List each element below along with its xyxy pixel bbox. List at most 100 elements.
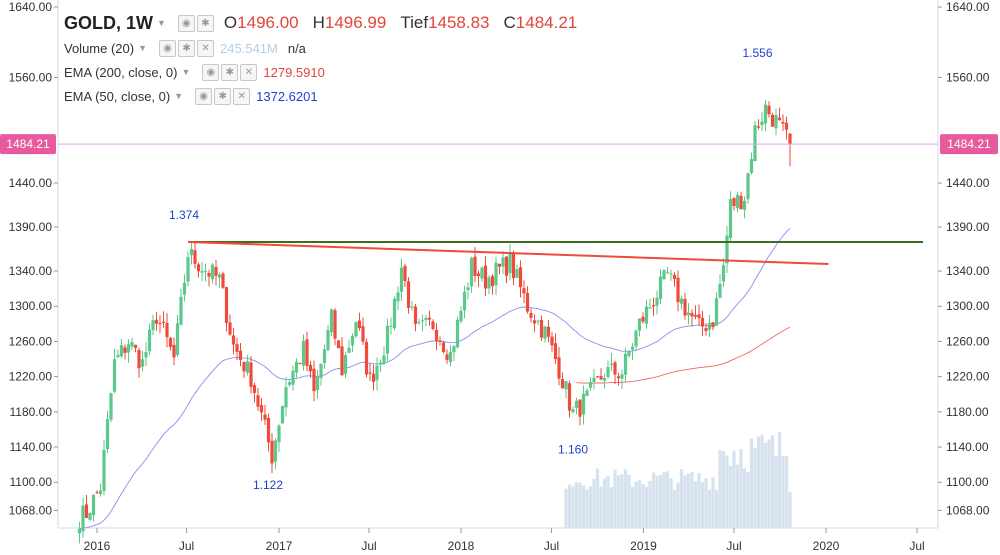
y-tick-label-right: 1340.00: [946, 264, 990, 278]
candle: [494, 256, 498, 296]
candle-body: [98, 490, 103, 495]
candle-body: [308, 364, 313, 372]
candle: [742, 196, 747, 219]
volume-bar: [564, 488, 568, 528]
candle: [676, 270, 680, 312]
candle-body: [336, 340, 341, 349]
legend-ema200-row: EMA (200, close, 0) ▼ ◉ ✱ ✕ 1279.5910: [64, 60, 587, 84]
candle-body: [326, 330, 330, 350]
x-tick-label: 2016: [84, 539, 111, 553]
candle-body: [385, 325, 390, 354]
candle-body: [140, 359, 145, 367]
candle: [522, 280, 526, 304]
y-tick-label-right: 1390.00: [946, 220, 990, 234]
volume-bar: [683, 475, 687, 528]
candle: [116, 349, 120, 359]
visibility-icon[interactable]: ◉: [159, 39, 177, 57]
candle-body: [95, 492, 99, 494]
candle: [312, 360, 316, 402]
ema200-label[interactable]: EMA (200, close, 0): [64, 64, 178, 80]
candle-body: [368, 372, 372, 374]
candle: [123, 344, 127, 360]
candle-body: [417, 321, 421, 323]
candle-body: [210, 264, 215, 280]
candle: [382, 346, 386, 366]
candle: [263, 404, 267, 426]
chart-legend: GOLD, 1W ▼ ◉ ✱ O 1496.00 H 1496.99 Tief 145…: [64, 10, 587, 108]
y-tick-label-right: 1260.00: [946, 334, 990, 348]
candle-body: [109, 393, 113, 420]
candle: [728, 191, 733, 242]
candle-body: [427, 317, 432, 320]
ema50-dropdown-icon[interactable]: ▼: [174, 91, 184, 101]
candle-body: [529, 312, 533, 318]
volume-bar: [616, 475, 621, 528]
candle: [84, 494, 89, 519]
settings-icon[interactable]: ✱: [221, 63, 239, 81]
candle-body: [637, 318, 642, 331]
close-icon[interactable]: ✕: [240, 63, 258, 81]
settings-icon[interactable]: ✱: [178, 39, 196, 57]
candle-body: [256, 395, 260, 407]
visibility-icon[interactable]: ◉: [202, 63, 220, 81]
candle: [434, 323, 439, 351]
close-icon[interactable]: ✕: [233, 87, 251, 105]
volume-bar: [721, 450, 726, 528]
candle: [560, 372, 565, 389]
candle: [231, 327, 236, 355]
candle-body: [266, 418, 271, 443]
candle-body: [539, 320, 544, 338]
candle: [371, 364, 376, 391]
volume-label[interactable]: Volume (20): [64, 40, 135, 56]
candle: [203, 263, 208, 282]
candle: [228, 314, 232, 336]
candle-body: [161, 321, 166, 323]
candle-body: [571, 409, 575, 413]
candle: [644, 299, 649, 329]
candle-body: [340, 346, 344, 376]
candle-body: [102, 450, 106, 491]
symbol-dropdown-icon[interactable]: ▼: [157, 18, 166, 28]
visibility-icon[interactable]: ◉: [177, 14, 195, 32]
settings-icon[interactable]: ✱: [214, 87, 232, 105]
candle: [725, 226, 729, 274]
visibility-icon[interactable]: ◉: [195, 87, 213, 105]
candle-body: [574, 400, 579, 408]
candle: [368, 363, 372, 381]
candle: [245, 354, 250, 376]
candle-body: [228, 322, 232, 335]
legend-main-row: GOLD, 1W ▼ ◉ ✱ O 1496.00 H 1496.99 Tief 145…: [64, 10, 587, 36]
volume-dropdown-icon[interactable]: ▼: [138, 43, 148, 53]
volume-value: 245.541M: [220, 40, 278, 56]
ema200-dropdown-icon[interactable]: ▼: [181, 67, 191, 77]
volume-bar: [777, 432, 782, 528]
volume-bar: [665, 471, 670, 528]
candle-body: [245, 361, 250, 373]
candle: [749, 152, 754, 175]
candle: [389, 317, 393, 335]
candle: [473, 247, 477, 283]
close-icon[interactable]: ✕: [197, 39, 215, 57]
candle: [256, 387, 260, 411]
candle: [81, 497, 85, 538]
candle: [550, 332, 554, 352]
candle-body: [217, 274, 222, 278]
candle: [571, 406, 575, 414]
candle-body: [770, 114, 775, 127]
ema50-label[interactable]: EMA (50, close, 0): [64, 88, 171, 104]
volume-bar: [648, 481, 652, 528]
settings-icon[interactable]: ✱: [196, 14, 214, 32]
candle: [683, 292, 687, 320]
candle-body: [147, 329, 152, 352]
volume-bar: [784, 456, 789, 528]
candle: [634, 329, 638, 352]
candle: [308, 360, 313, 378]
candle: [273, 438, 278, 470]
candle-body: [431, 321, 435, 329]
candle: [420, 314, 425, 332]
symbol-label[interactable]: GOLD, 1W: [64, 12, 153, 33]
volume-bar: [630, 486, 635, 528]
ema200-line: [576, 326, 791, 384]
candle-body: [361, 326, 365, 342]
